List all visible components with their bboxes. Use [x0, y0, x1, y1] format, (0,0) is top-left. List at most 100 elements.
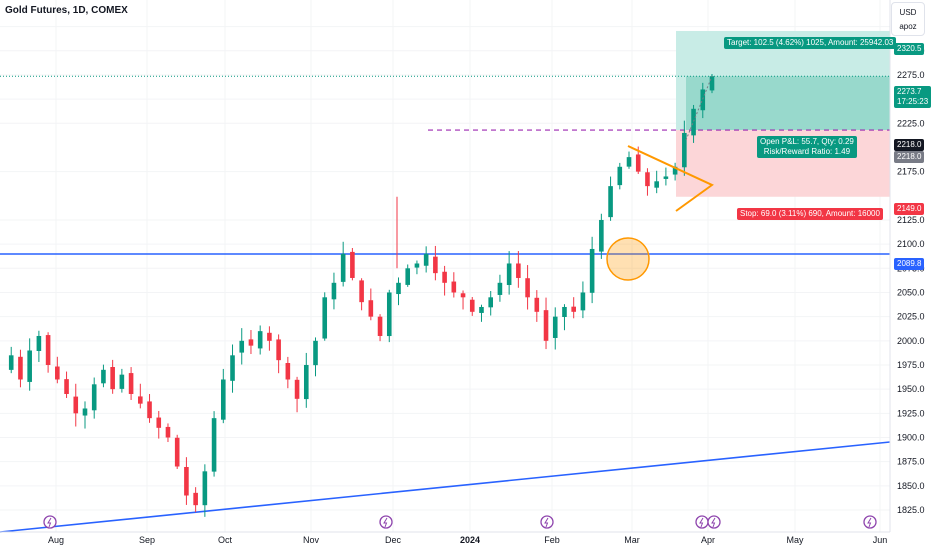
candle-body: [45, 335, 51, 365]
candle-body: [55, 366, 60, 380]
candle-body: [276, 339, 281, 361]
event-marker-lightning-icon[interactable]: [695, 515, 709, 529]
price-axis[interactable]: 1825.0 1850.0 1875.0 1900.0 1925.0 1950.0 1975…: [889, 0, 925, 532]
candle-body: [8, 355, 14, 370]
candle-body: [294, 379, 300, 399]
price-tick-label: 1825.0: [897, 505, 925, 515]
price-tick-label: 1950.0: [897, 384, 925, 394]
entry-price-badge: 2218.0: [894, 139, 925, 151]
candle-body: [18, 356, 23, 380]
candle-body: [285, 363, 291, 380]
candle-body: [36, 335, 42, 352]
price-tick-label: 1925.0: [897, 408, 925, 418]
candle-body: [101, 369, 106, 384]
candle-body: [322, 297, 328, 339]
triangle-lines: [627, 145, 714, 212]
price-tick-label: 2050.0: [897, 287, 925, 297]
event-markers: [43, 515, 877, 529]
time-tick-label: Mar: [624, 535, 640, 545]
candle-body: [27, 350, 32, 382]
candle-body: [202, 471, 208, 506]
candle-body: [110, 367, 115, 390]
price-tick-label: 2275.0: [897, 70, 925, 80]
candle-body: [331, 282, 337, 300]
target-price-badge: 2320.5: [894, 43, 925, 55]
candle-body: [626, 157, 632, 167]
stop-price-badge: 2149.0: [894, 203, 925, 215]
candle-body: [350, 251, 355, 278]
candlesticks: [8, 73, 715, 517]
time-tick-label: Nov: [303, 535, 320, 545]
candle-body: [460, 293, 466, 298]
stop-info-label[interactable]: Stop: 69.0 (3.11%) 690, Amount: 16000: [737, 208, 883, 220]
time-tick-label: 2024: [460, 535, 480, 545]
target-info-label[interactable]: Target: 102.5 (4.62%) 1025, Amount: 2594…: [724, 37, 897, 49]
last-price-badge: 2273.7 17:25:23: [894, 86, 932, 108]
candle-body: [165, 426, 171, 438]
candle-body: [700, 89, 706, 111]
candle-body: [442, 271, 447, 283]
candle-body: [386, 292, 392, 337]
candle-body: [691, 108, 696, 136]
user-label: apoz: [899, 22, 917, 31]
currency-selector[interactable]: USD apoz: [891, 2, 925, 36]
price-tick-label: 1850.0: [897, 481, 925, 491]
candle-body: [469, 299, 475, 312]
candle-body: [359, 280, 364, 303]
time-tick-label: May: [786, 535, 804, 545]
projection-dotted-line: [685, 76, 713, 141]
candle-body: [174, 437, 180, 467]
candle-body: [119, 374, 125, 389]
candle-body: [368, 300, 374, 317]
countdown-timer: 17:25:23: [897, 97, 929, 106]
event-marker-lightning-icon[interactable]: [863, 515, 877, 529]
currency-label: USD: [899, 8, 917, 17]
candle-body: [147, 401, 152, 419]
candle-body: [488, 297, 494, 308]
time-tick-label: Sep: [139, 535, 155, 545]
event-marker-lightning-icon[interactable]: [379, 515, 393, 529]
candle-body: [193, 492, 198, 506]
candle-body: [589, 248, 595, 293]
candle-body: [580, 292, 586, 311]
open-pl-label[interactable]: Open P&L: 55.7, Qty: 0.29 Risk/Reward Ra…: [757, 136, 857, 158]
triangle-pattern[interactable]: [627, 145, 714, 212]
candle-body: [552, 316, 558, 338]
candle-body: [654, 181, 659, 188]
candle-body: [682, 132, 687, 168]
candle-body: [414, 263, 420, 268]
entry-price-badge-2: 2218.0: [894, 151, 925, 163]
candle-body: [239, 340, 245, 353]
candle-body: [599, 219, 604, 252]
candle-body: [525, 278, 530, 298]
candle-body: [396, 282, 401, 295]
candle-body: [91, 384, 97, 411]
time-tick-label: Dec: [385, 535, 402, 545]
price-tick-label: 1875.0: [897, 457, 925, 467]
candle-body: [423, 253, 429, 266]
event-marker-lightning-icon[interactable]: [540, 515, 554, 529]
candle-body: [516, 263, 521, 278]
candle-body: [571, 306, 576, 312]
price-tick-label: 2175.0: [897, 167, 925, 177]
price-tick-label: 2025.0: [897, 312, 925, 322]
candle-body: [543, 310, 549, 341]
candle-body: [506, 263, 512, 286]
support-price-badge: 2089.8: [894, 258, 925, 270]
breakout-circle[interactable]: [606, 237, 650, 281]
time-tick-label: Feb: [544, 535, 560, 545]
ascending-trend-line[interactable]: [0, 441, 891, 533]
candle-body: [156, 417, 162, 428]
time-axis[interactable]: Aug Sep Oct Nov Dec 2024 Feb Mar Apr May Jun: [0, 531, 890, 545]
candle-body: [64, 379, 69, 394]
candle-body: [645, 172, 650, 187]
symbol-title[interactable]: Gold Futures, 1D, COMEX: [5, 5, 128, 16]
candle-body: [451, 281, 457, 293]
candle-body: [73, 396, 79, 414]
price-tick-label: 1975.0: [897, 360, 925, 370]
event-marker-lightning-icon[interactable]: [707, 515, 721, 529]
candle-body: [257, 331, 263, 349]
event-marker-lightning-icon[interactable]: [43, 515, 57, 529]
price-tick-label: 1900.0: [897, 432, 925, 442]
